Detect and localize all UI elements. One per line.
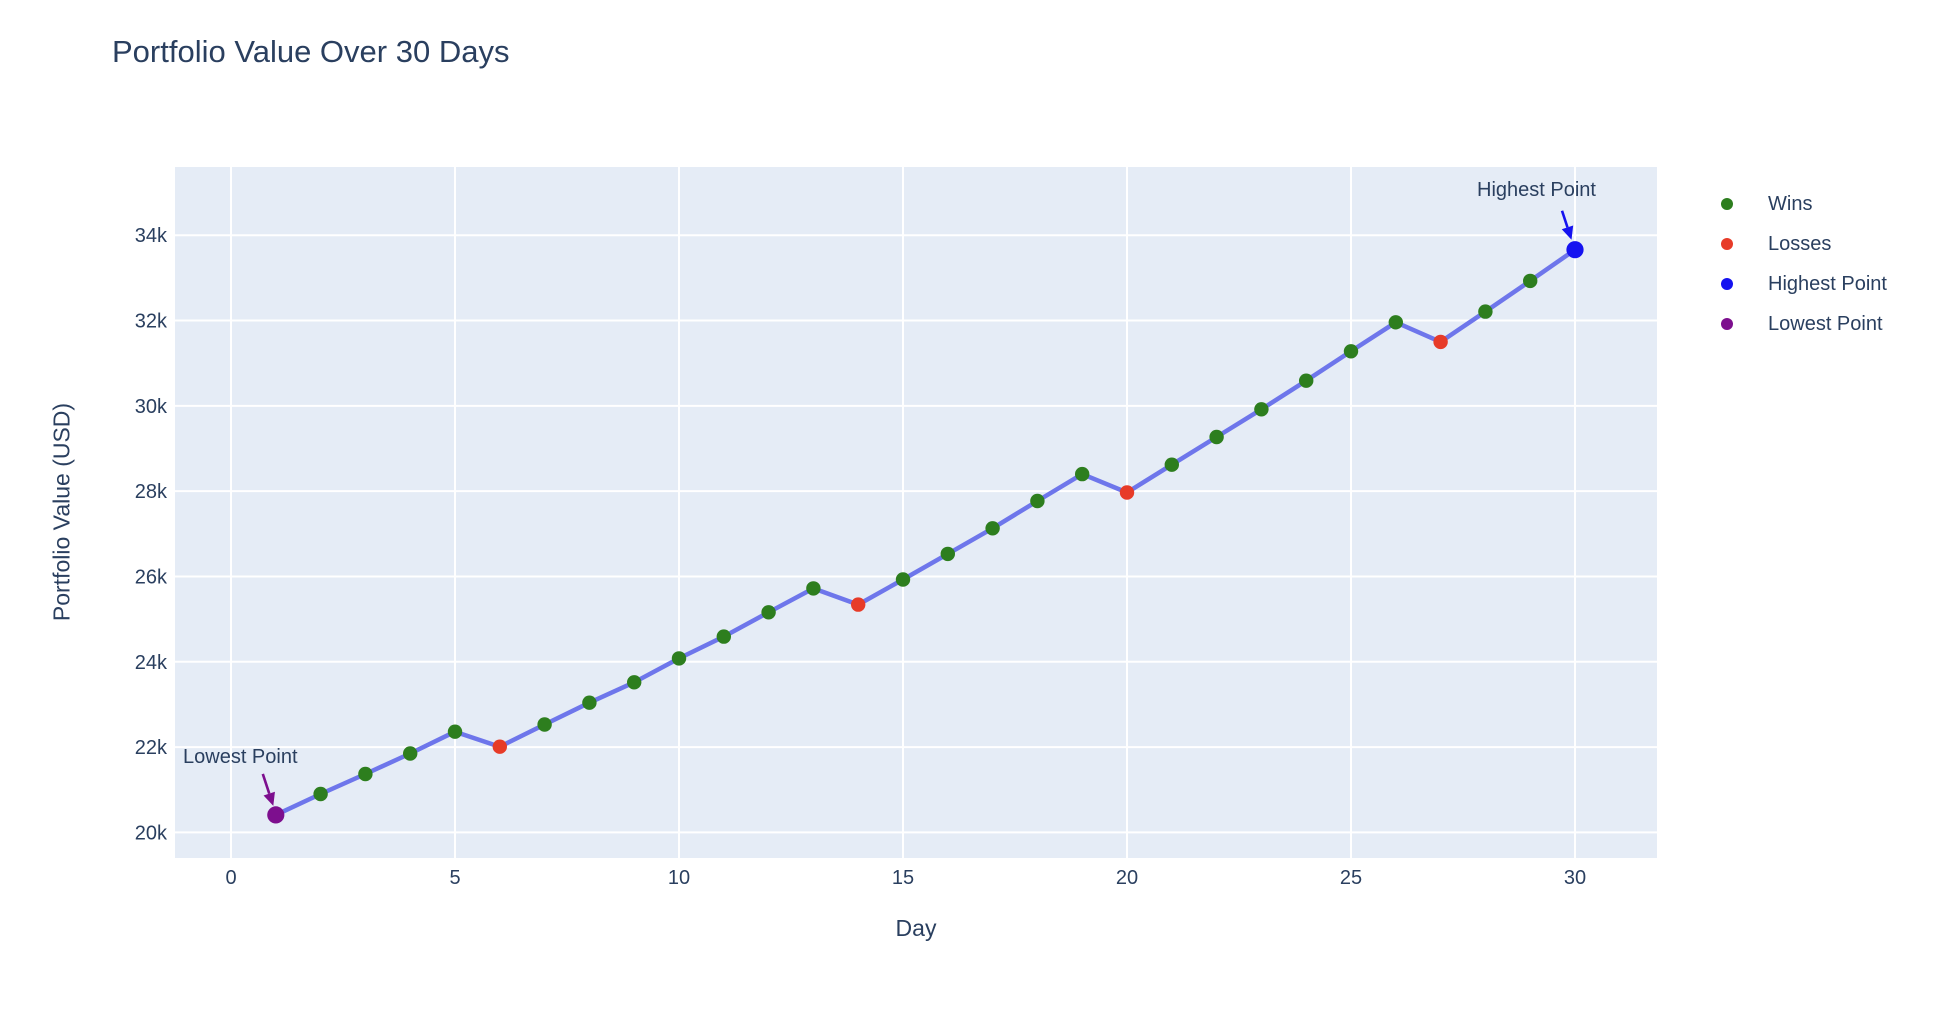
data-point-day-30-highest[interactable] [1566,241,1584,259]
chart-title: Portfolio Value Over 30 Days [112,34,510,69]
x-tick-label-5: 5 [449,867,460,889]
y-tick-label-28k: 28k [135,481,168,503]
data-point-day-8-win[interactable] [582,695,597,710]
highest-point-annotation: Highest Point [1477,179,1596,201]
data-point-day-5-win[interactable] [447,724,463,739]
y-tick-label-32k: 32k [135,311,168,333]
legend-marker-losses-icon [1721,238,1733,250]
legend-marker-lowest-icon [1721,318,1733,330]
data-point-day-19-win[interactable] [1075,466,1090,482]
data-point-day-14-loss[interactable] [851,597,866,612]
data-point-day-1-lowest[interactable] [267,806,285,824]
x-tick-label-10: 10 [668,867,690,889]
data-point-day-11-win[interactable] [716,629,731,644]
x-axis-title: Day [895,915,937,941]
lowest-point-arrow-line [261,773,271,794]
legend-label-losses: Losses [1768,232,1832,255]
x-tick-label-30: 30 [1564,867,1586,889]
legend-label-highest: Highest Point [1768,272,1887,295]
x-tick-label-0: 0 [225,867,236,889]
data-point-day-26-win[interactable] [1388,315,1404,330]
data-point-day-9-win[interactable] [627,675,642,690]
data-point-day-28-win[interactable] [1478,304,1493,319]
portfolio-line [273,247,1578,818]
data-point-day-10-win[interactable] [671,651,687,666]
data-point-day-18-win[interactable] [1030,493,1045,509]
legend-item-losses[interactable]: Losses [1721,224,1887,264]
plot-background[interactable] [175,167,1657,858]
data-point-day-15-win[interactable] [895,572,911,587]
data-point-day-3-win[interactable] [358,766,373,782]
data-point-day-16-win[interactable] [940,546,955,562]
data-point-day-6-loss[interactable] [492,739,507,754]
data-point-day-20-loss[interactable] [1119,485,1135,500]
x-tick-label-25: 25 [1340,867,1362,889]
data-point-day-27-loss[interactable] [1433,334,1448,350]
lowest-point-arrow-head [263,791,275,806]
data-point-day-13-win[interactable] [806,581,821,596]
data-point-day-29-win[interactable] [1523,273,1538,289]
y-tick-label-24k: 24k [135,652,168,674]
data-point-day-4-win[interactable] [403,746,418,761]
legend-item-highest[interactable]: Highest Point [1721,264,1887,304]
legend-marker-highest-icon [1721,278,1733,290]
x-tick-label-15: 15 [892,867,914,889]
x-tick-label-20: 20 [1116,867,1138,889]
data-point-day-24-win[interactable] [1299,373,1314,388]
legend-marker-wins-icon [1721,198,1733,210]
y-tick-label-26k: 26k [135,566,168,588]
data-point-day-25-win[interactable] [1343,344,1359,359]
highest-point-arrow-head [1561,225,1574,240]
y-tick-label-20k: 20k [135,822,168,844]
data-point-day-23-win[interactable] [1254,402,1269,417]
data-point-day-21-win[interactable] [1164,457,1180,472]
chart-legend: Wins Losses Highest Point Lowest Point [1721,184,1887,344]
data-point-day-7-win[interactable] [537,717,552,732]
data-point-day-22-win[interactable] [1209,429,1224,445]
legend-label-wins: Wins [1768,192,1813,215]
y-tick-label-34k: 34k [135,225,168,247]
legend-item-lowest[interactable]: Lowest Point [1721,304,1887,344]
data-point-day-2-win[interactable] [313,786,328,802]
lowest-point-annotation: Lowest Point [183,746,298,768]
y-tick-label-22k: 22k [135,737,168,759]
data-point-day-12-win[interactable] [761,605,776,620]
data-point-day-17-win[interactable] [985,521,1000,536]
legend-item-wins[interactable]: Wins [1721,184,1887,224]
legend-label-lowest: Lowest Point [1768,312,1883,335]
y-tick-label-30k: 30k [135,396,168,418]
y-axis-title: Portfolio Value (USD) [48,402,75,622]
highest-point-arrow-line [1560,210,1569,228]
